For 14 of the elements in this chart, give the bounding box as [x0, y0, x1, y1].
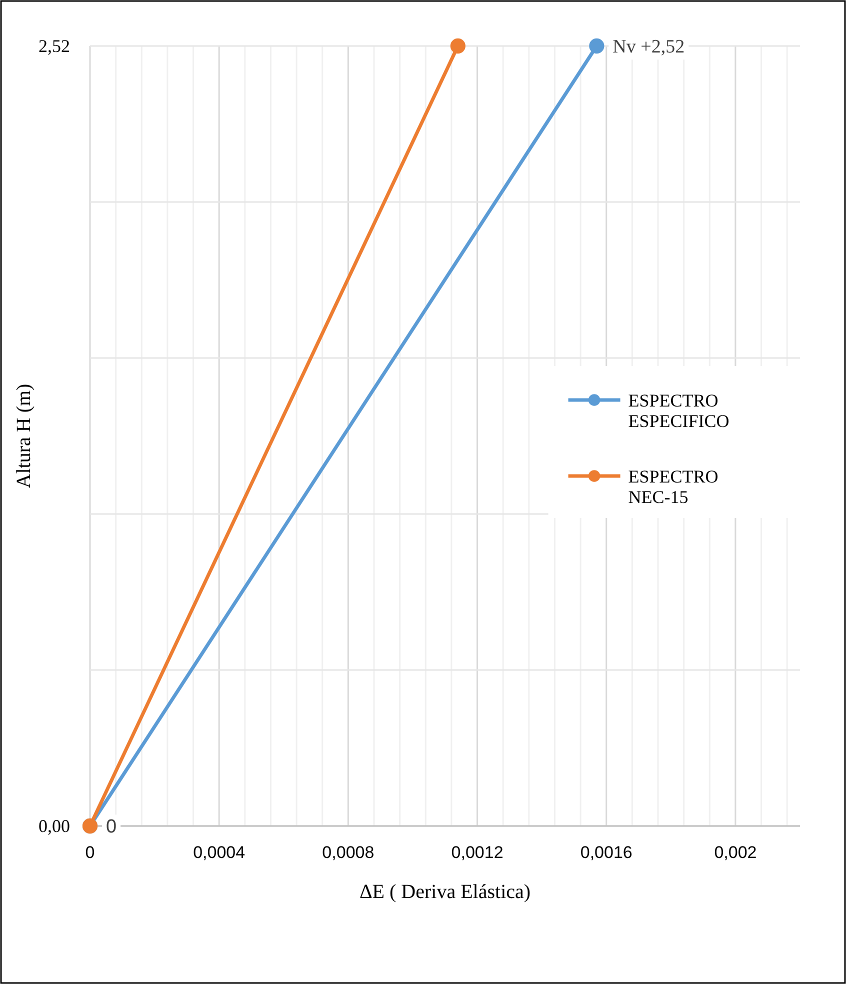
legend-label: ESPECTRO NEC-15 — [628, 466, 718, 507]
annotation: Nv +2,52 — [612, 36, 685, 58]
x-tick-label: 0,0012 — [451, 843, 504, 862]
annotation: 0 — [106, 816, 117, 838]
y-axis-title: Altura H (m) — [13, 384, 35, 488]
x-tick-label: 0 — [85, 843, 95, 862]
legend-label: ESPECTRO ESPECIFICO — [628, 390, 730, 431]
y-tick-label: 0,00 — [38, 816, 70, 836]
x-axis-title: ΔE ( Deriva Elástica) — [359, 881, 531, 903]
x-tick-label: 0,0008 — [322, 843, 374, 862]
x-tick-label: 0,0016 — [580, 843, 632, 862]
x-tick-label: 0,002 — [714, 843, 757, 862]
y-tick-label: 2,52 — [38, 36, 70, 56]
x-tick-label: 0,0004 — [193, 843, 246, 862]
